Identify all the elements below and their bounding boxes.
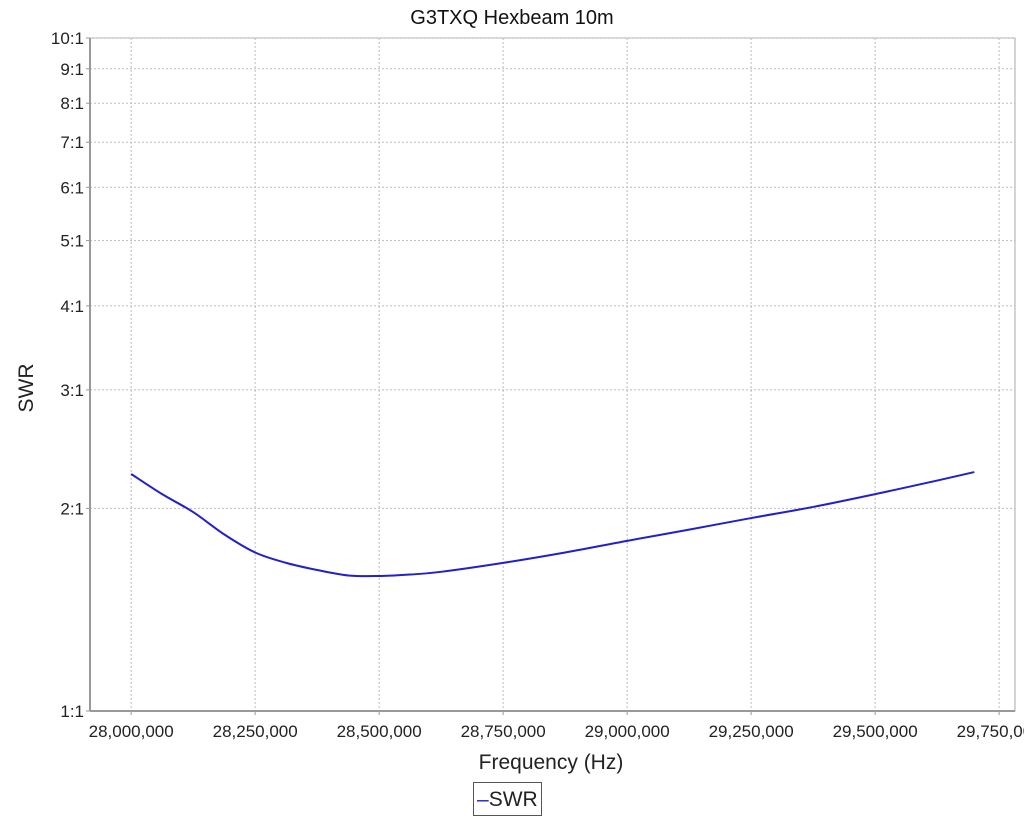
y-axis-ticks: 1:1 2:1 3:1 4:1 5:1 6:1 7:1 8:1 9:1 10:1 bbox=[51, 29, 90, 721]
legend-label-swr: SWR bbox=[488, 788, 538, 811]
x-tick-label: 28,750,000 bbox=[461, 722, 546, 741]
y-axis-label: SWR bbox=[15, 364, 38, 413]
y-tick-label: 1:1 bbox=[60, 702, 84, 721]
grid bbox=[90, 37, 1015, 712]
y-tick-label: 3:1 bbox=[60, 381, 84, 400]
x-tick-label: 28,250,000 bbox=[213, 722, 298, 741]
y-tick-label: 10:1 bbox=[51, 29, 84, 48]
y-tick-label: 8:1 bbox=[60, 94, 84, 113]
x-tick-label: 28,000,000 bbox=[89, 722, 174, 741]
legend-swatch-swr: – bbox=[477, 788, 489, 811]
y-tick-label: 2:1 bbox=[60, 499, 84, 518]
x-axis-label: Frequency (Hz) bbox=[479, 751, 624, 774]
x-tick-label: 29,500,000 bbox=[833, 722, 918, 741]
series-swr-line bbox=[130, 471, 975, 578]
x-tick-label: 29,000,000 bbox=[585, 722, 670, 741]
x-axis-ticks: 28,000,000 28,250,000 28,500,000 28,750,000… bbox=[89, 711, 1024, 741]
plot-area bbox=[89, 37, 1016, 712]
x-tick-label: 29,750,000 bbox=[957, 722, 1024, 741]
y-tick-label: 9:1 bbox=[60, 60, 84, 79]
x-tick-label: 28,500,000 bbox=[337, 722, 422, 741]
x-tick-label: 29,250,000 bbox=[709, 722, 794, 741]
legend: –SWR bbox=[473, 782, 542, 816]
y-tick-label: 6:1 bbox=[60, 178, 84, 197]
chart-title: G3TXQ Hexbeam 10m bbox=[410, 7, 613, 29]
y-tick-label: 5:1 bbox=[60, 232, 84, 251]
y-tick-label: 7:1 bbox=[60, 133, 84, 152]
y-tick-label: 4:1 bbox=[60, 297, 84, 316]
